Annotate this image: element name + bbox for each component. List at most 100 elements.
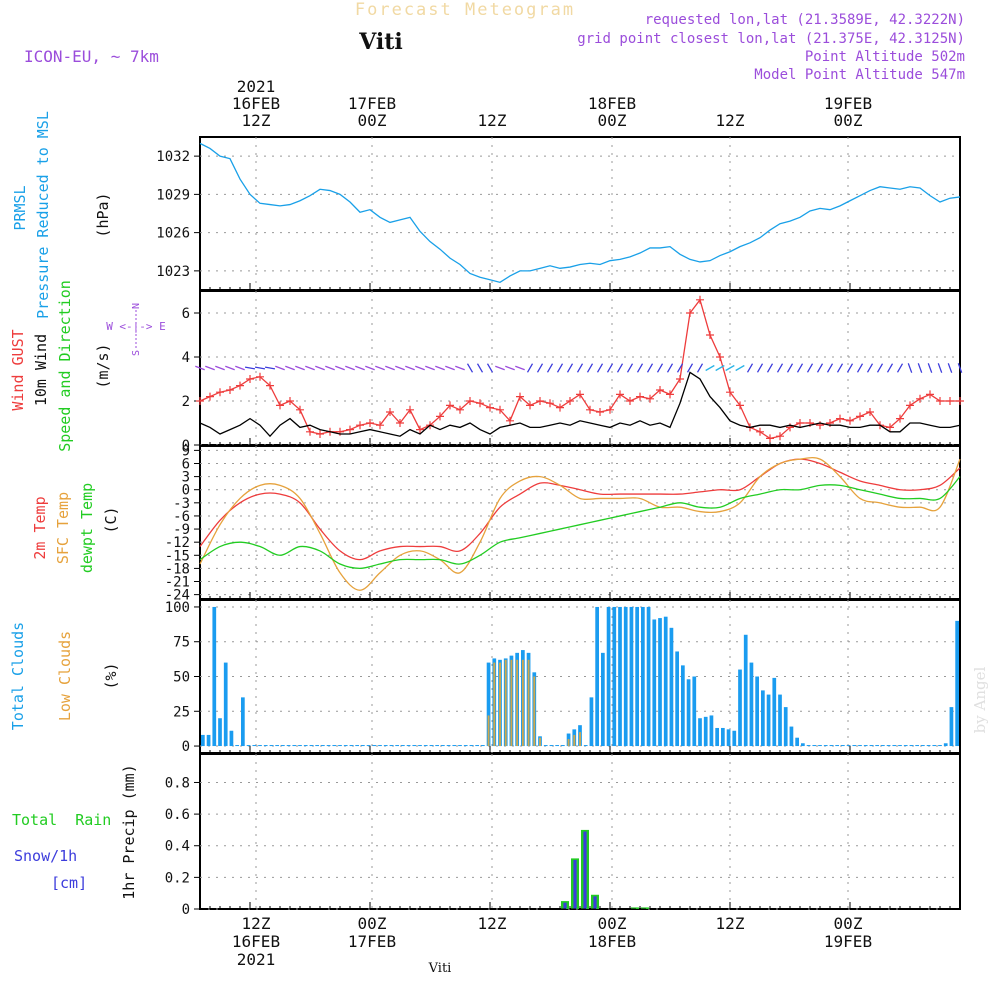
data-point-gust: [486, 403, 494, 412]
bar-total-clouds: [641, 606, 645, 747]
data-point-gust: [226, 386, 234, 394]
clouds-label-low: Low Clouds: [56, 631, 74, 721]
bar-total-clouds: [446, 745, 451, 747]
y-tick-label: 50: [173, 670, 190, 686]
bar-total-clouds: [543, 745, 548, 747]
wind-direction-arrow: [445, 365, 455, 371]
time-label-top: 2021: [237, 77, 276, 96]
data-point-gust: [946, 397, 954, 405]
info-model-altitude: Model Point Altitude 547m: [754, 67, 965, 83]
bar-low-clouds: [504, 659, 507, 747]
wind-direction-arrow: [536, 363, 544, 373]
bar-total-clouds: [743, 634, 748, 747]
bar-total-clouds: [715, 727, 719, 747]
wind-direction-arrow: [636, 363, 644, 373]
data-point-gust: [416, 425, 424, 434]
bar-total-clouds: [669, 627, 674, 747]
bar-total-clouds: [818, 745, 822, 747]
wind-direction-arrow: [425, 365, 435, 371]
data-point-gust: [676, 375, 684, 383]
wind-direction-arrow: [385, 365, 395, 371]
bar-total-clouds: [869, 745, 874, 747]
data-point-gust: [926, 390, 934, 399]
bar-total-clouds: [829, 745, 834, 747]
bar-total-clouds: [309, 745, 314, 747]
bar-low-clouds: [539, 737, 541, 747]
precip-label-rain: Total Rain: [12, 811, 111, 829]
bar-total-clouds: [452, 745, 457, 747]
footer-location: Viti: [428, 961, 452, 976]
time-label-bottom: 17FEB: [348, 932, 396, 951]
wind-direction-arrow: [907, 363, 913, 373]
bar-total-clouds: [943, 743, 948, 747]
bar-total-clouds: [349, 745, 354, 747]
wind-direction-arrow: [957, 363, 963, 373]
bar-low-clouds: [510, 659, 513, 747]
wind-direction-arrow: [927, 363, 933, 373]
time-label-bottom: 12Z: [242, 914, 271, 933]
time-label-bottom: 12Z: [478, 914, 507, 933]
series-line-2m-temp: [199, 458, 961, 561]
data-point-gust: [276, 401, 284, 410]
bar-total-clouds: [601, 652, 605, 747]
wind-direction-arrow: [786, 363, 794, 373]
bar-total-clouds: [469, 745, 474, 747]
precip-unit: 1hr Precip (mm): [120, 764, 138, 899]
y-tick-label: -15: [165, 548, 190, 564]
y-tick-label: -18: [165, 561, 190, 577]
data-point-gust: [706, 331, 714, 339]
bar-total-clouds: [561, 745, 565, 747]
y-tick-label: 0.2: [165, 870, 190, 886]
precip-label-snow: Snow/1h: [14, 847, 77, 865]
bar-total-clouds: [298, 745, 302, 747]
wind-panel: 0 2 4 6: [182, 290, 964, 454]
y-tick-label: 1032: [156, 149, 190, 165]
bar-total-clouds: [246, 745, 251, 747]
wind-direction-arrow: [415, 365, 425, 371]
y-tick-label: 0: [182, 483, 190, 499]
compass-south: S: [131, 350, 142, 356]
data-point-gust: [376, 421, 384, 430]
bar-total-clouds: [841, 745, 845, 747]
data-point-gust: [956, 397, 964, 405]
bar-total-clouds: [812, 745, 817, 747]
y-tick-label: 6: [182, 456, 190, 472]
bar-total-clouds: [955, 620, 959, 747]
data-point-gust: [236, 381, 244, 390]
wind-direction-arrow: [616, 363, 624, 373]
data-point-gust: [496, 405, 504, 414]
bar-total-clouds: [606, 606, 611, 747]
data-point-gust: [686, 309, 694, 317]
data-point-gust: [536, 397, 544, 405]
bar-total-clouds: [772, 677, 777, 747]
bar-total-clouds: [263, 745, 268, 747]
wind-direction-arrow: [195, 365, 205, 371]
y-tick-label: 0.6: [165, 807, 190, 823]
wind-direction-arrow: [646, 363, 654, 373]
pressure-unit: (hPa): [94, 192, 112, 237]
data-point-gust: [836, 414, 844, 423]
wind-direction-arrow: [725, 364, 735, 372]
bar-total-clouds: [898, 745, 902, 747]
bar-total-clouds: [401, 745, 405, 747]
wind-direction-arrow: [917, 363, 923, 373]
y-tick-label: 100: [165, 600, 190, 616]
y-tick-label: -9: [173, 522, 190, 538]
bar-total-clouds: [321, 745, 325, 747]
time-label-bottom: 00Z: [598, 914, 627, 933]
y-tick-label: 2: [182, 394, 190, 410]
bar-total-clouds: [686, 679, 691, 747]
wind-direction-arrow: [656, 363, 664, 373]
bar-total-clouds: [863, 745, 868, 747]
time-label-top: 00Z: [598, 111, 627, 130]
wind-direction-arrow: [495, 365, 505, 371]
bar-total-clouds: [549, 745, 554, 747]
wind-direction-arrow: [666, 363, 674, 373]
bar-total-clouds: [852, 745, 857, 747]
bar-total-clouds: [595, 606, 599, 747]
clouds-panel: 0 25 50 75 100: [165, 599, 961, 755]
bar-low-clouds: [516, 659, 519, 747]
